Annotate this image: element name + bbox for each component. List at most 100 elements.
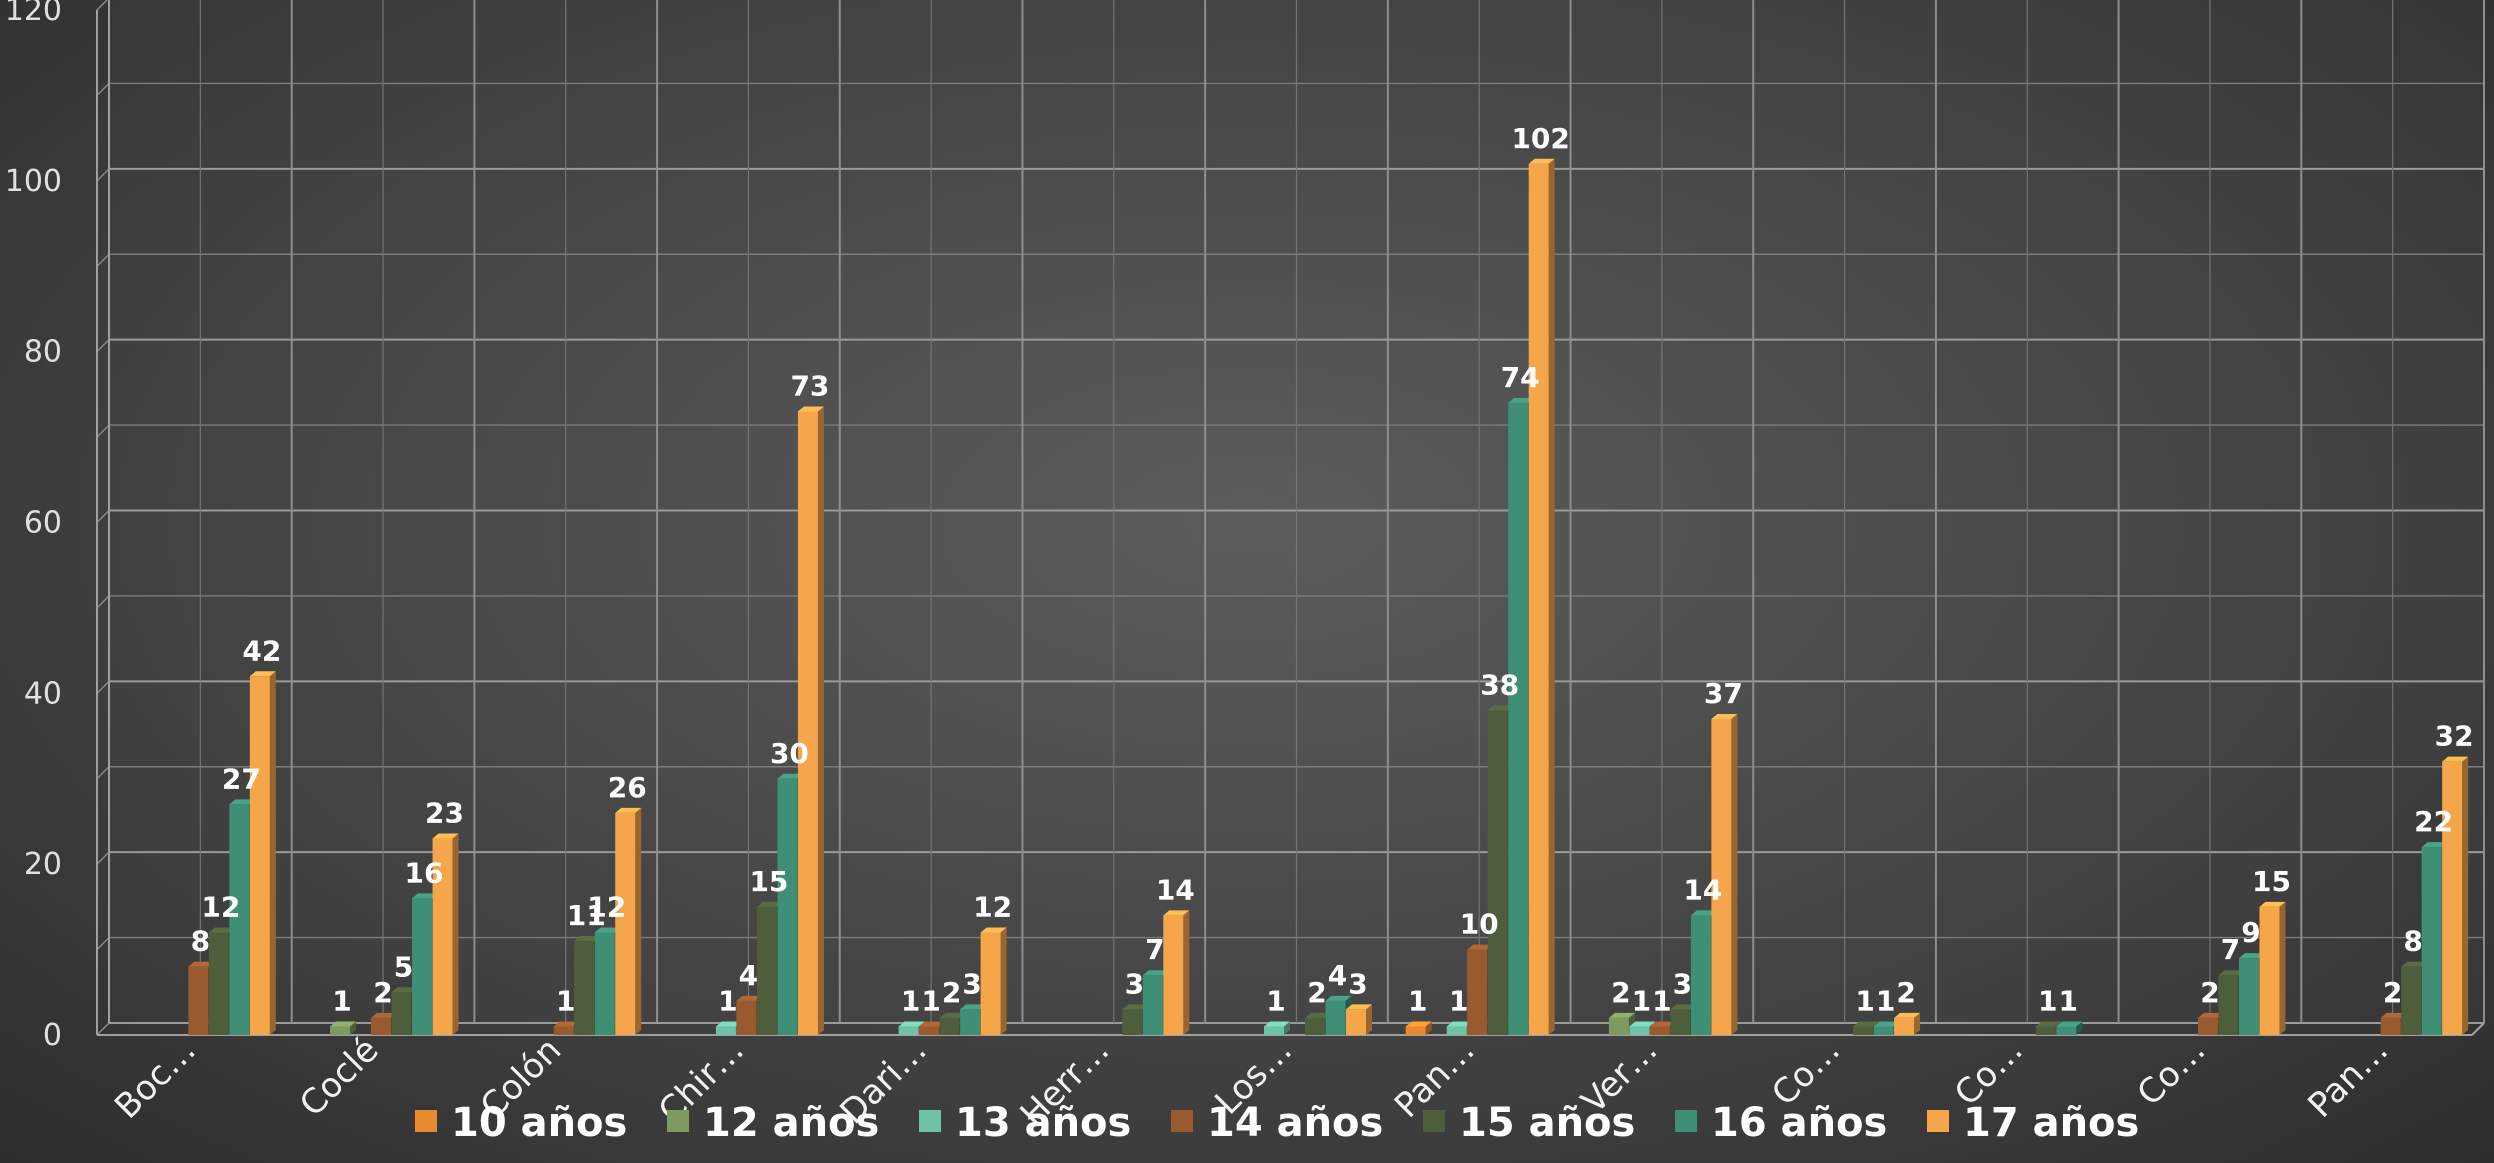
data-label: 9 (2241, 916, 2260, 949)
bar-top (1853, 1021, 1880, 1027)
data-label: 38 (1480, 668, 1519, 701)
legend-swatch (415, 1110, 437, 1132)
data-label: 2 (1611, 976, 1630, 1009)
data-label: 3 (1348, 967, 1367, 1000)
bar-top (1608, 1012, 1635, 1018)
bar (960, 1009, 981, 1035)
data-label: 1 (901, 984, 920, 1017)
bar-top (1346, 1004, 1372, 1010)
bar (2197, 1017, 2218, 1035)
bar (1122, 1009, 1143, 1035)
bar-top (2401, 961, 2428, 967)
data-label: 1 (556, 984, 575, 1017)
bar-top (2197, 1012, 2224, 1018)
bar (1346, 1009, 1366, 1035)
bar-top (1487, 705, 1514, 711)
gridline-depth (96, 0, 108, 11)
bar (898, 1026, 919, 1035)
bar (208, 932, 229, 1035)
bar (432, 838, 453, 1035)
bar (2442, 761, 2463, 1035)
data-label: 1 (1876, 984, 1895, 1017)
legend-label: 10 años (451, 1100, 627, 1146)
bar-top (208, 927, 235, 933)
bar-top (2442, 756, 2469, 762)
bar (1325, 1000, 1346, 1035)
bar-top (1649, 1021, 1676, 1027)
data-label: 10 (1460, 908, 1499, 941)
data-label: 1 (1408, 984, 1427, 1017)
data-label: 14 (1156, 873, 1195, 906)
gridline-depth (96, 168, 110, 182)
bar (553, 1026, 574, 1035)
bar-side (2076, 1021, 2083, 1035)
bar (391, 992, 412, 1035)
bar-side (1000, 927, 1007, 1035)
bar-top (1508, 397, 1535, 403)
bar (1608, 1017, 1629, 1035)
bar-side (2279, 901, 2286, 1035)
bar-top (898, 1021, 925, 1027)
bar-top (594, 927, 621, 933)
data-label: 16 (405, 856, 444, 889)
floor-edge (2471, 1022, 2485, 1036)
y-tick-label: 0 (43, 1018, 62, 1053)
data-label: 2 (942, 976, 961, 1009)
bar (1670, 1009, 1691, 1035)
bar-top (615, 807, 642, 813)
bar (715, 1026, 736, 1035)
bar-top (1405, 1021, 1432, 1027)
bar-top (1467, 944, 1494, 950)
bar (1894, 1017, 1915, 1035)
x-tick-label: Pan… (2300, 1030, 2396, 1126)
data-label: 27 (222, 762, 261, 795)
bar (1163, 915, 1184, 1035)
legend-label: 15 años (1459, 1100, 1635, 1146)
data-label: 5 (394, 950, 413, 983)
legend-label: 14 años (1207, 1100, 1383, 1146)
bar (574, 941, 595, 1035)
bar (919, 1026, 940, 1035)
bar-top (2259, 901, 2286, 907)
data-label: 3 (1673, 967, 1692, 1000)
bar-side (2462, 756, 2469, 1035)
data-label: 12 (973, 891, 1012, 924)
bar (1853, 1026, 1874, 1035)
bar-top (1528, 158, 1555, 164)
data-label: 7 (2221, 933, 2240, 966)
bar (736, 1000, 757, 1035)
bar-side (452, 833, 459, 1035)
bar (1873, 1026, 1894, 1035)
data-label: 1 (1266, 984, 1285, 1017)
data-label: 4 (739, 959, 758, 992)
bar-side (1731, 713, 1738, 1035)
legend-swatch (667, 1110, 689, 1132)
bar-top (1711, 713, 1738, 719)
bar-top (1629, 1021, 1656, 1027)
bar (249, 676, 270, 1035)
bar (777, 778, 798, 1035)
bar (2056, 1026, 2077, 1035)
y-tick-label: 40 (24, 676, 62, 711)
bar (229, 804, 250, 1035)
data-label: 1 (1855, 984, 1874, 1017)
bar-top (980, 927, 1007, 933)
bar-side (1548, 158, 1555, 1035)
data-label: 2 (2200, 976, 2219, 1009)
legend-label: 16 años (1711, 1100, 1887, 1146)
data-label: 7 (1145, 933, 1164, 966)
y-tick-label: 20 (24, 847, 62, 882)
bar-top (1305, 1012, 1331, 1018)
bar (1405, 1026, 1426, 1035)
y-tick-label: 100 (5, 164, 62, 199)
bar (1508, 402, 1529, 1036)
bar-side (635, 807, 642, 1035)
data-label: 15 (749, 865, 788, 898)
data-label: 14 (1683, 873, 1722, 906)
bar (330, 1026, 351, 1035)
bar (2035, 1026, 2056, 1035)
data-label: 8 (2403, 925, 2422, 958)
bar (371, 1017, 392, 1035)
bar-side (1914, 1012, 1921, 1035)
